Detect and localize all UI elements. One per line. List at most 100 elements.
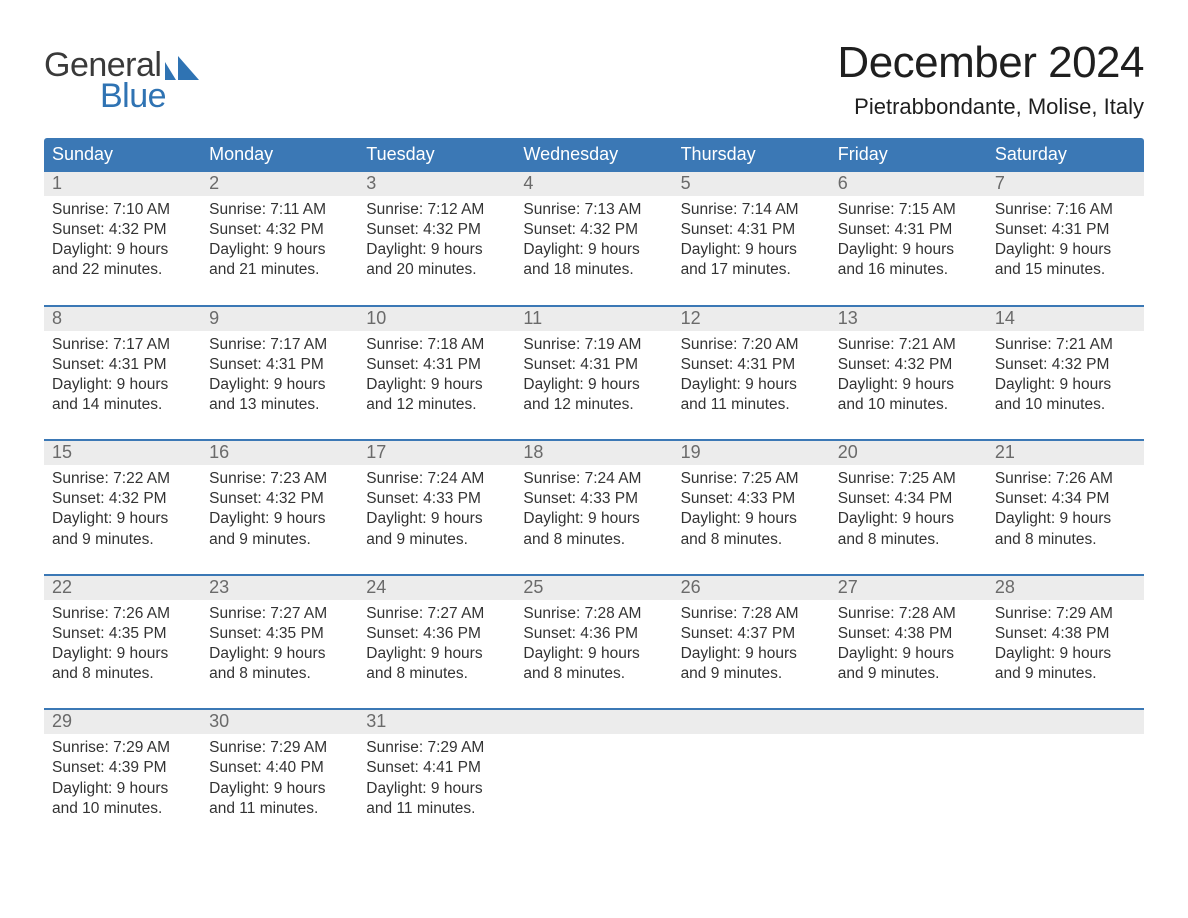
- day-details: Sunrise: 7:27 AMSunset: 4:36 PMDaylight:…: [358, 600, 515, 691]
- daylight-text: Daylight: 9 hours and 15 minutes.: [995, 240, 1135, 280]
- dow-thursday: Thursday: [673, 138, 830, 172]
- day-number: 16: [201, 441, 358, 465]
- sunset-text: Sunset: 4:40 PM: [209, 758, 350, 778]
- day-details-row: Sunrise: 7:29 AMSunset: 4:39 PMDaylight:…: [44, 734, 1144, 825]
- sunset-text: Sunset: 4:31 PM: [366, 355, 507, 375]
- sunrise-text: Sunrise: 7:25 AM: [838, 469, 979, 489]
- daylight-text: Daylight: 9 hours and 9 minutes.: [366, 509, 506, 549]
- day-number: 31: [358, 710, 515, 734]
- sunset-text: Sunset: 4:31 PM: [523, 355, 664, 375]
- daylight-text: Daylight: 9 hours and 10 minutes.: [838, 375, 978, 415]
- day-number: 19: [673, 441, 830, 465]
- daylight-text: Daylight: 9 hours and 9 minutes.: [838, 644, 978, 684]
- sunset-text: Sunset: 4:32 PM: [523, 220, 664, 240]
- day-number: 25: [515, 576, 672, 600]
- day-number: [987, 710, 1144, 734]
- sunset-text: Sunset: 4:32 PM: [366, 220, 507, 240]
- sunrise-text: Sunrise: 7:17 AM: [209, 335, 350, 355]
- day-details: Sunrise: 7:29 AMSunset: 4:38 PMDaylight:…: [987, 600, 1144, 691]
- daylight-text: Daylight: 9 hours and 14 minutes.: [52, 375, 192, 415]
- day-number: 2: [201, 172, 358, 196]
- day-number-row: 293031: [44, 708, 1144, 734]
- day-details: Sunrise: 7:16 AMSunset: 4:31 PMDaylight:…: [987, 196, 1144, 287]
- daylight-text: Daylight: 9 hours and 10 minutes.: [52, 779, 192, 819]
- day-number: 21: [987, 441, 1144, 465]
- day-details: Sunrise: 7:12 AMSunset: 4:32 PMDaylight:…: [358, 196, 515, 287]
- sunset-text: Sunset: 4:34 PM: [995, 489, 1136, 509]
- day-number: 27: [830, 576, 987, 600]
- day-details: Sunrise: 7:22 AMSunset: 4:32 PMDaylight:…: [44, 465, 201, 556]
- day-number: [515, 710, 672, 734]
- title-block: December 2024 Pietrabbondante, Molise, I…: [837, 28, 1144, 130]
- day-details: Sunrise: 7:23 AMSunset: 4:32 PMDaylight:…: [201, 465, 358, 556]
- day-number: 7: [987, 172, 1144, 196]
- daylight-text: Daylight: 9 hours and 8 minutes.: [995, 509, 1135, 549]
- daylight-text: Daylight: 9 hours and 12 minutes.: [366, 375, 506, 415]
- day-number: 23: [201, 576, 358, 600]
- daylight-text: Daylight: 9 hours and 9 minutes.: [681, 644, 821, 684]
- daylight-text: Daylight: 9 hours and 10 minutes.: [995, 375, 1135, 415]
- day-details: Sunrise: 7:17 AMSunset: 4:31 PMDaylight:…: [44, 331, 201, 422]
- daylight-text: Daylight: 9 hours and 18 minutes.: [523, 240, 663, 280]
- daylight-text: Daylight: 9 hours and 11 minutes.: [366, 779, 506, 819]
- sunset-text: Sunset: 4:36 PM: [523, 624, 664, 644]
- sunrise-text: Sunrise: 7:29 AM: [995, 604, 1136, 624]
- day-number: 15: [44, 441, 201, 465]
- day-number: 13: [830, 307, 987, 331]
- sunset-text: Sunset: 4:31 PM: [681, 355, 822, 375]
- sunset-text: Sunset: 4:41 PM: [366, 758, 507, 778]
- sunrise-text: Sunrise: 7:21 AM: [995, 335, 1136, 355]
- daylight-text: Daylight: 9 hours and 17 minutes.: [681, 240, 821, 280]
- days-of-week-header: Sunday Monday Tuesday Wednesday Thursday…: [44, 138, 1144, 172]
- sunrise-text: Sunrise: 7:28 AM: [523, 604, 664, 624]
- day-number: 20: [830, 441, 987, 465]
- day-number: 18: [515, 441, 672, 465]
- day-number: 17: [358, 441, 515, 465]
- dow-wednesday: Wednesday: [515, 138, 672, 172]
- day-number: 5: [673, 172, 830, 196]
- sunrise-text: Sunrise: 7:11 AM: [209, 200, 350, 220]
- sunrise-text: Sunrise: 7:29 AM: [209, 738, 350, 758]
- day-details: Sunrise: 7:28 AMSunset: 4:37 PMDaylight:…: [673, 600, 830, 691]
- sunrise-text: Sunrise: 7:18 AM: [366, 335, 507, 355]
- daylight-text: Daylight: 9 hours and 8 minutes.: [838, 509, 978, 549]
- sunset-text: Sunset: 4:33 PM: [366, 489, 507, 509]
- day-details: Sunrise: 7:15 AMSunset: 4:31 PMDaylight:…: [830, 196, 987, 287]
- day-details: Sunrise: 7:29 AMSunset: 4:40 PMDaylight:…: [201, 734, 358, 825]
- daylight-text: Daylight: 9 hours and 8 minutes.: [52, 644, 192, 684]
- daylight-text: Daylight: 9 hours and 8 minutes.: [366, 644, 506, 684]
- day-number-row: 22232425262728: [44, 574, 1144, 600]
- day-details: Sunrise: 7:20 AMSunset: 4:31 PMDaylight:…: [673, 331, 830, 422]
- day-details: Sunrise: 7:26 AMSunset: 4:34 PMDaylight:…: [987, 465, 1144, 556]
- day-details: Sunrise: 7:21 AMSunset: 4:32 PMDaylight:…: [830, 331, 987, 422]
- day-number: 14: [987, 307, 1144, 331]
- sunset-text: Sunset: 4:39 PM: [52, 758, 193, 778]
- daylight-text: Daylight: 9 hours and 22 minutes.: [52, 240, 192, 280]
- sunrise-text: Sunrise: 7:24 AM: [366, 469, 507, 489]
- sunset-text: Sunset: 4:32 PM: [52, 220, 193, 240]
- sunrise-text: Sunrise: 7:20 AM: [681, 335, 822, 355]
- daylight-text: Daylight: 9 hours and 11 minutes.: [209, 779, 349, 819]
- sunset-text: Sunset: 4:31 PM: [209, 355, 350, 375]
- sunrise-text: Sunrise: 7:29 AM: [366, 738, 507, 758]
- day-details: Sunrise: 7:27 AMSunset: 4:35 PMDaylight:…: [201, 600, 358, 691]
- sunset-text: Sunset: 4:33 PM: [523, 489, 664, 509]
- day-number-row: 891011121314: [44, 305, 1144, 331]
- daylight-text: Daylight: 9 hours and 8 minutes.: [681, 509, 821, 549]
- daylight-text: Daylight: 9 hours and 12 minutes.: [523, 375, 663, 415]
- sunset-text: Sunset: 4:32 PM: [838, 355, 979, 375]
- day-details: Sunrise: 7:10 AMSunset: 4:32 PMDaylight:…: [44, 196, 201, 287]
- day-details: Sunrise: 7:24 AMSunset: 4:33 PMDaylight:…: [358, 465, 515, 556]
- sunrise-text: Sunrise: 7:21 AM: [838, 335, 979, 355]
- dow-tuesday: Tuesday: [358, 138, 515, 172]
- day-details-row: Sunrise: 7:22 AMSunset: 4:32 PMDaylight:…: [44, 465, 1144, 556]
- day-details-row: Sunrise: 7:26 AMSunset: 4:35 PMDaylight:…: [44, 600, 1144, 691]
- sunrise-text: Sunrise: 7:12 AM: [366, 200, 507, 220]
- header-row: General Blue December 2024 Pietrabbondan…: [44, 28, 1144, 130]
- dow-friday: Friday: [830, 138, 987, 172]
- sunrise-text: Sunrise: 7:10 AM: [52, 200, 193, 220]
- day-details: Sunrise: 7:18 AMSunset: 4:31 PMDaylight:…: [358, 331, 515, 422]
- day-details: Sunrise: 7:13 AMSunset: 4:32 PMDaylight:…: [515, 196, 672, 287]
- day-details: Sunrise: 7:25 AMSunset: 4:34 PMDaylight:…: [830, 465, 987, 556]
- sunset-text: Sunset: 4:33 PM: [681, 489, 822, 509]
